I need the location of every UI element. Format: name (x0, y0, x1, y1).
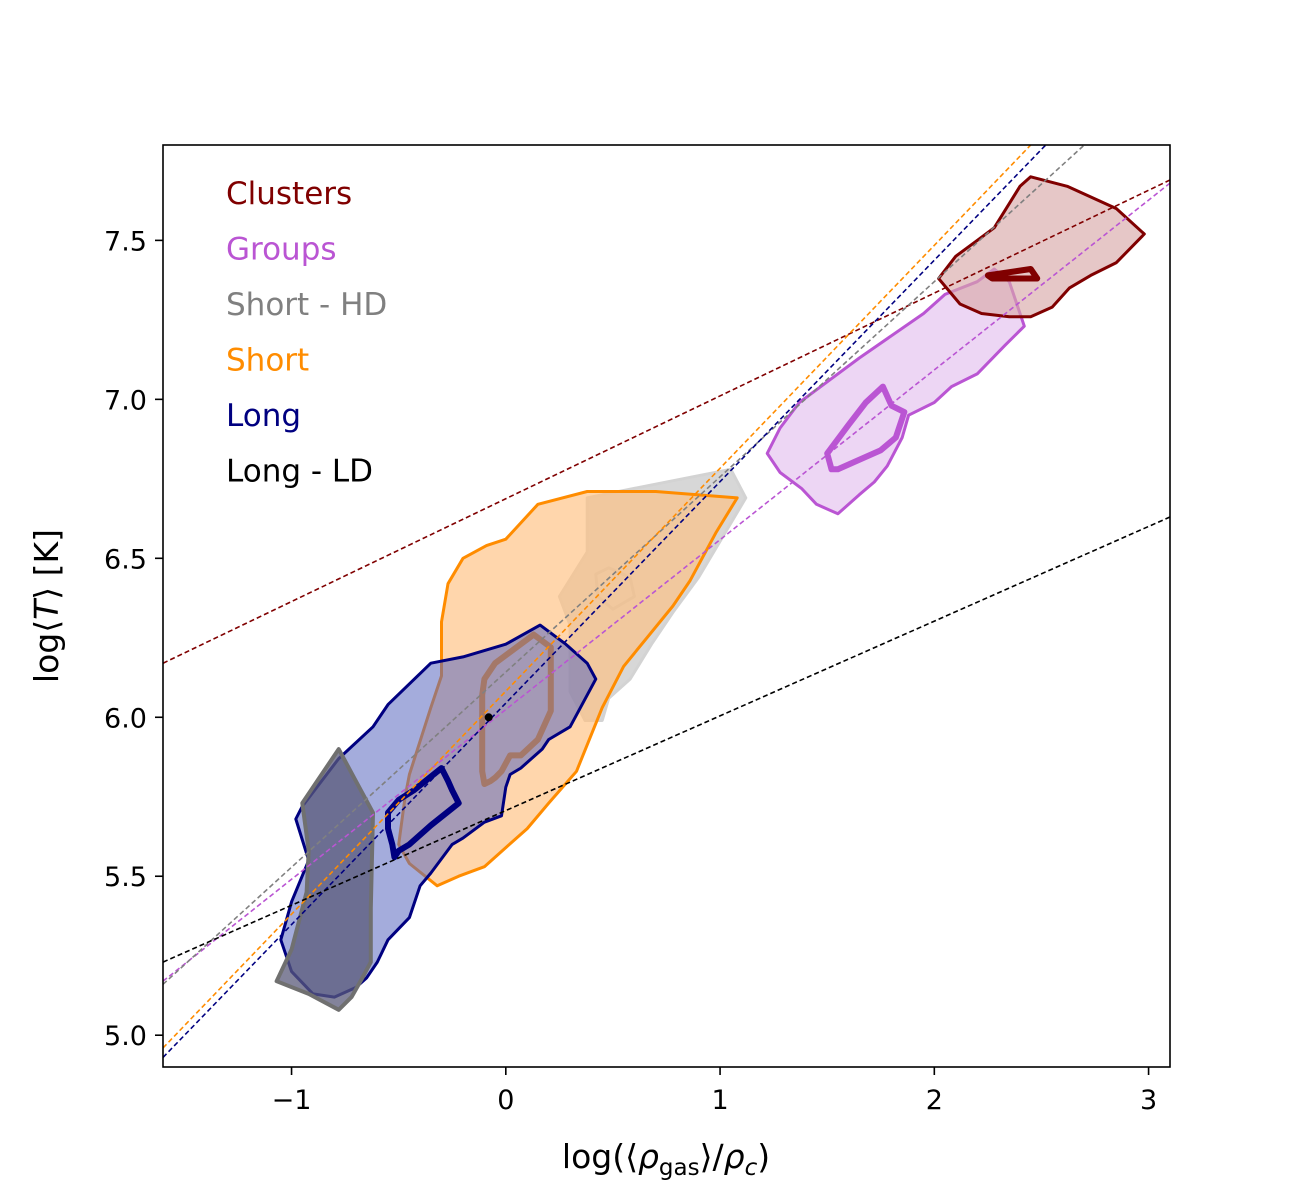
long-contour-inner (385, 765, 462, 861)
point-layer (484, 713, 493, 722)
fit-line-layer (163, 145, 1170, 1059)
y-tick-label: 6.0 (104, 703, 147, 734)
y-tick-label: 7.5 (104, 226, 147, 257)
y-axis-label: log⟨T⟩ [K] (27, 529, 66, 683)
groups-contour-inner (824, 383, 908, 473)
clusters-fit-line (163, 179, 1170, 664)
contour-layer (274, 175, 1146, 1012)
y-tick-label: 6.5 (104, 544, 147, 575)
legend: Clusters Groups Short - HD Short Long Long - … (226, 176, 387, 490)
x-axis-label: log(⟨ρgas⟩/ρc) (562, 1137, 770, 1181)
y-axis-ticks: 5.0 5.5 6.0 6.5 7.0 7.5 (104, 226, 163, 1052)
legend-item-short: Short (226, 343, 309, 379)
x-tick-label: 0 (497, 1085, 514, 1116)
data-point (484, 713, 493, 722)
clusters-contour-outer (937, 175, 1146, 319)
legend-item-short-hd: Short - HD (226, 287, 387, 323)
plot-frame (162, 144, 1171, 1068)
legend-item-long-ld: Long - LD (226, 454, 373, 490)
x-tick-label: 3 (1140, 1085, 1157, 1116)
x-tick-label: 1 (711, 1085, 728, 1116)
y-tick-label: 5.0 (104, 1021, 147, 1052)
legend-item-long: Long (226, 398, 301, 434)
y-tick-label: 7.0 (104, 385, 147, 416)
short-fit-line (163, 145, 1032, 1049)
x-tick-label: 2 (926, 1085, 943, 1116)
x-tick-label: −1 (272, 1085, 312, 1116)
legend-item-clusters: Clusters (226, 176, 352, 212)
y-tick-label: 5.5 (104, 862, 147, 893)
long-fit-line (163, 145, 1047, 1059)
legend-item-groups: Groups (226, 232, 337, 268)
clusters-contour-inner (984, 266, 1041, 282)
x-axis-ticks: −1 0 1 2 3 (272, 1067, 1157, 1116)
groups-fit-line (163, 182, 1170, 982)
